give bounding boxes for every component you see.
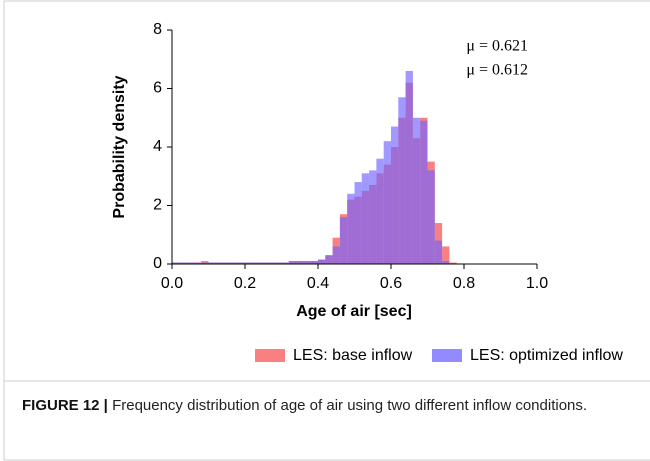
histogram-bar [391, 126, 399, 265]
y-tick-label: 8 [153, 21, 162, 38]
histogram-bar [383, 141, 391, 264]
y-tick-label: 2 [153, 197, 162, 214]
x-axis-label: Age of air [sec] [296, 303, 412, 320]
histogram-bar [398, 97, 406, 265]
histogram-bar [310, 261, 318, 264]
histogram-bar [354, 182, 362, 264]
histogram-bar [208, 262, 216, 264]
histogram-bar [274, 262, 282, 264]
histogram-bar [237, 262, 245, 264]
histogram-bar [296, 261, 304, 264]
histogram-bar [405, 70, 413, 264]
y-tick-label: 6 [153, 80, 162, 97]
legend-label: LES: base inflow [293, 347, 413, 364]
caption-text: Frequency distribution of age of air usi… [112, 397, 588, 414]
x-tick-label: 1.0 [526, 275, 548, 292]
histogram-bar [193, 262, 202, 264]
histogram-bar [369, 170, 377, 264]
histogram-bar [318, 259, 326, 264]
annotation: μ = 0.621 [466, 38, 528, 55]
histogram-bar [325, 255, 333, 264]
histogram-bar [427, 170, 435, 264]
histogram-bar [449, 262, 457, 264]
histogram-bar [303, 261, 311, 264]
histogram-bar [332, 246, 340, 264]
histogram-bar [201, 262, 209, 264]
x-tick-label: 0.4 [307, 275, 329, 292]
histogram-bar [288, 261, 297, 264]
histogram-bar [252, 262, 260, 264]
histogram-bar [245, 262, 253, 264]
histogram-bar [266, 262, 275, 264]
histogram-bar [179, 262, 187, 264]
caption-label: FIGURE 12 | [22, 397, 108, 414]
histogram-bar [442, 261, 450, 264]
x-tick-label: 0.8 [453, 275, 475, 292]
histogram-bar [442, 246, 450, 264]
histogram-bar [186, 262, 194, 264]
histogram-bar [339, 217, 348, 264]
histogram-bar [230, 262, 238, 264]
y-tick-label: 4 [153, 138, 162, 155]
x-tick-label: 0.6 [380, 275, 402, 292]
histogram-bar [281, 262, 289, 264]
histogram-bar [215, 262, 224, 264]
histogram-bar [172, 262, 180, 264]
histogram-bar [361, 173, 370, 264]
x-tick-label: 0.0 [161, 275, 183, 292]
histogram-bar [420, 120, 428, 264]
y-axis-label: Probability density [111, 75, 128, 218]
annotation: μ = 0.612 [466, 62, 528, 79]
x-tick-label: 0.2 [234, 275, 256, 292]
caption: FIGURE 12 | Frequency distribution of ag… [22, 394, 622, 417]
legend-swatch [255, 349, 285, 362]
histogram-bar [347, 193, 355, 264]
histogram-bar [412, 117, 421, 264]
legend-label: LES: optimized inflow [470, 347, 623, 364]
legend-swatch [432, 349, 462, 362]
histogram-bar [259, 262, 267, 264]
histogram-bar [434, 240, 443, 264]
histogram-bar [223, 262, 231, 264]
y-tick-label: 0 [153, 255, 162, 272]
histogram-bar [376, 158, 384, 264]
